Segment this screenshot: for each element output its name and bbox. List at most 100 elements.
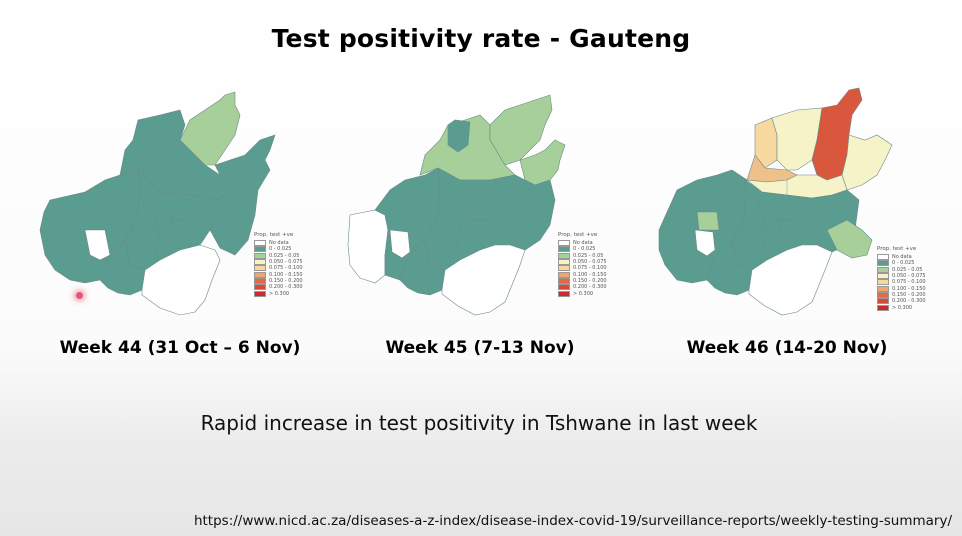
legend-item-label: 0.075 - 0.100 [573, 265, 607, 272]
legend-item: 0.200 - 0.300 [558, 284, 618, 291]
legend-item: 0.050 - 0.075 [877, 273, 937, 280]
source-url[interactable]: https://www.nicd.ac.za/diseases-a-z-inde… [193, 513, 952, 529]
legend-item: > 0.300 [254, 290, 314, 297]
legend-item: 0 - 0.025 [558, 246, 618, 253]
swatch [558, 240, 570, 247]
region-north-cream [771, 107, 823, 171]
map-panel-week-46: Prop. test +ve No data 0 - 0.025 0.025 -… [637, 80, 937, 380]
legend-week-45: Prop. test +ve No data 0 - 0.025 0.025 -… [558, 232, 618, 297]
slide-subtitle: Rapid increase in test positivity in Tsh… [200, 411, 758, 435]
legend-item: No data [877, 254, 937, 261]
legend-title: Prop. test +ve [254, 232, 294, 238]
legend-item-label: 0.150 - 0.200 [269, 277, 303, 284]
legend-item: > 0.300 [558, 290, 618, 297]
legend-item: 0.025 - 0.05 [558, 252, 618, 259]
swatch [558, 277, 570, 284]
region-far-west-nodata [347, 209, 389, 284]
swatch [877, 298, 889, 305]
legend-item: 0.050 - 0.075 [558, 259, 618, 266]
legend-item: 0.075 - 0.100 [254, 265, 314, 272]
legend-item-label: > 0.300 [892, 304, 913, 311]
legend-item: 0.150 - 0.200 [254, 277, 314, 284]
legend-item-label: No data [573, 240, 593, 247]
week-label-45: Week 45 (7-13 Nov) [385, 338, 575, 358]
legend-item-label: No data [892, 254, 912, 261]
legend-item: 0.150 - 0.200 [877, 291, 937, 298]
swatch [254, 240, 266, 247]
legend-item-label: 0.150 - 0.200 [573, 277, 607, 284]
legend-item: 0.050 - 0.075 [254, 259, 314, 266]
legend-item: 0 - 0.025 [877, 260, 937, 267]
region-north-teal [447, 119, 471, 153]
legend-item-label: 0.025 - 0.05 [269, 252, 300, 259]
legend-item: 0.200 - 0.300 [877, 298, 937, 305]
legend-item-label: 0.200 - 0.300 [269, 284, 303, 291]
swatch [877, 260, 889, 267]
legend-item-label: 0.050 - 0.075 [269, 259, 303, 266]
gauteng-map-week-46 [658, 87, 893, 316]
week-label-44: Week 44 (31 Oct – 6 Nov) [59, 338, 301, 358]
legend-title: Prop. test +ve [558, 232, 598, 238]
swatch [877, 266, 889, 273]
swatch [558, 290, 570, 297]
region-east-light [826, 219, 873, 259]
legend-item-label: > 0.300 [269, 290, 290, 297]
legend-item: 0.025 - 0.05 [254, 252, 314, 259]
swatch [558, 246, 570, 253]
slide-title: Test positivity rate - Gauteng [271, 24, 691, 53]
swatch [558, 284, 570, 291]
legend-item: 0.100 - 0.150 [558, 271, 618, 278]
swatch [254, 259, 266, 266]
swatch [877, 279, 889, 286]
map-panel-week-45: Prop. test +ve No data 0 - 0.025 0.025 -… [330, 80, 630, 380]
legend-item-label: No data [269, 240, 289, 247]
legend-item-label: 0.025 - 0.05 [892, 266, 923, 273]
swatch [877, 273, 889, 280]
legend-week-44: Prop. test +ve No data 0 - 0.025 0.025 -… [254, 232, 314, 297]
swatch [254, 246, 266, 253]
legend-item: > 0.300 [877, 304, 937, 311]
legend-item: 0.100 - 0.150 [877, 285, 937, 292]
legend-item-label: > 0.300 [573, 290, 594, 297]
gauteng-map-week-44 [39, 91, 276, 316]
region-south-nodata [141, 244, 221, 316]
region-notch-nodata [84, 229, 111, 261]
region-west-light [696, 211, 720, 231]
legend-item-label: 0.075 - 0.100 [269, 265, 303, 272]
legend-item-label: 0.200 - 0.300 [573, 284, 607, 291]
legend-item: 0 - 0.025 [254, 246, 314, 253]
region-south-nodata [441, 244, 526, 316]
legend-item-label: 0 - 0.025 [573, 246, 596, 253]
legend-item-label: 0.100 - 0.150 [573, 271, 607, 278]
legend-item: 0.075 - 0.100 [558, 265, 618, 272]
swatch [254, 265, 266, 272]
legend-item: 0.075 - 0.100 [877, 279, 937, 286]
region-south-nodata [748, 244, 833, 316]
legend-item-label: 0.150 - 0.200 [892, 291, 926, 298]
swatch [254, 290, 266, 297]
legend-item-label: 0.100 - 0.150 [892, 285, 926, 292]
legend-item-label: 0.200 - 0.300 [892, 298, 926, 305]
region-northeast-cream [841, 134, 893, 191]
legend-title: Prop. test +ve [877, 246, 917, 252]
legend-item: 0.200 - 0.300 [254, 284, 314, 291]
swatch [558, 252, 570, 259]
legend-item-label: 0 - 0.025 [269, 246, 292, 253]
legend-item-label: 0.025 - 0.05 [573, 252, 604, 259]
swatch [254, 277, 266, 284]
swatch [558, 265, 570, 272]
legend-item-label: 0.075 - 0.100 [892, 279, 926, 286]
region-east [209, 134, 276, 256]
laser-pointer-dot [76, 292, 83, 299]
legend-item: 0.100 - 0.150 [254, 271, 314, 278]
legend-item-label: 0.050 - 0.075 [892, 273, 926, 280]
swatch [877, 254, 889, 261]
legend-item: No data [558, 240, 618, 247]
region-northeast [489, 94, 553, 166]
legend-item-label: 0 - 0.025 [892, 260, 915, 267]
swatch [877, 285, 889, 292]
legend-item: 0.025 - 0.05 [877, 266, 937, 273]
legend-item-label: 0.050 - 0.075 [573, 259, 607, 266]
legend-week-46: Prop. test +ve No data 0 - 0.025 0.025 -… [877, 246, 937, 311]
swatch [558, 271, 570, 278]
